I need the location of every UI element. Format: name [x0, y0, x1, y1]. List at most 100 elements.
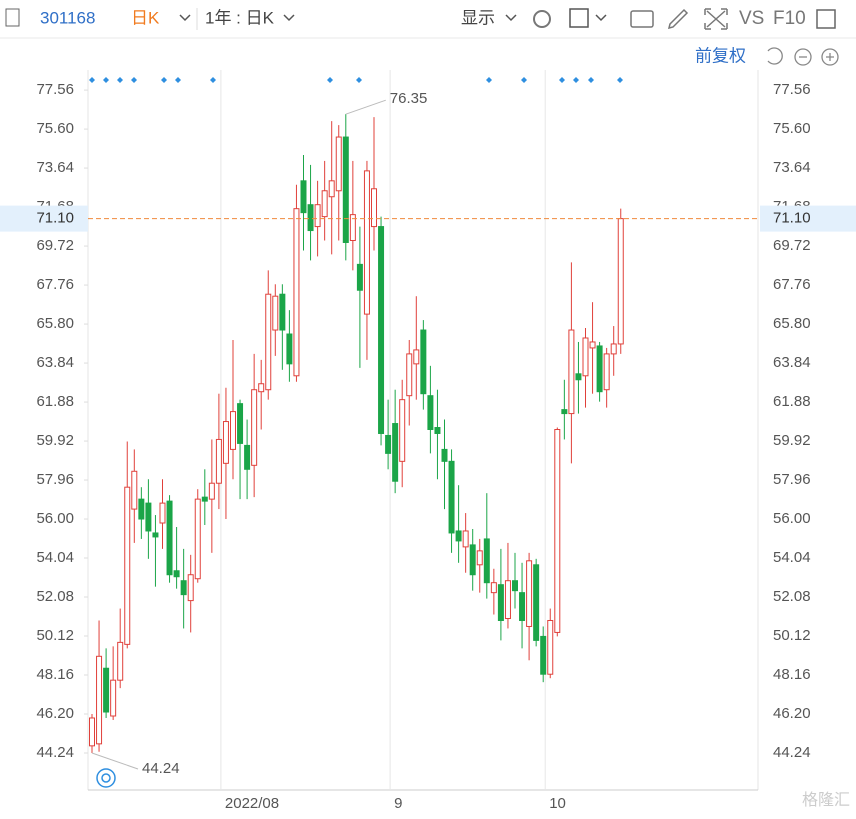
last-price-label: 71.10: [36, 210, 74, 227]
y-tick-label: 46.20: [773, 705, 811, 722]
event-marker: [89, 77, 95, 83]
candle-body: [363, 170, 370, 315]
candle-body: [497, 584, 504, 621]
y-tick-label: 54.04: [36, 549, 74, 566]
y-tick-label: 75.60: [36, 120, 74, 137]
candle-body: [371, 188, 377, 228]
zoom-out-icon[interactable]: [794, 48, 812, 66]
y-tick-label: 67.76: [773, 276, 811, 293]
y-tick-label: 57.96: [773, 471, 811, 488]
candle-body: [596, 345, 603, 393]
max-label: 76.35: [390, 90, 428, 107]
candle-body: [420, 329, 427, 395]
candle-body: [300, 180, 307, 214]
candle-body: [582, 337, 589, 377]
candle-body: [103, 667, 110, 713]
candle-body: [251, 389, 258, 466]
candle-body: [328, 180, 335, 198]
candle-body: [512, 580, 518, 592]
candle-body: [145, 502, 152, 532]
event-marker: [131, 77, 137, 83]
adjust-mode[interactable]: 前复权: [695, 46, 746, 65]
candle-body: [201, 496, 208, 502]
min-label: 44.24: [142, 760, 180, 777]
candle-body: [222, 421, 229, 464]
y-tick-label: 69.72: [36, 237, 74, 254]
y-tick-label: 54.04: [773, 549, 811, 566]
candle-body: [314, 204, 321, 228]
candle-body: [519, 592, 526, 621]
candle-body: [321, 190, 328, 218]
event-marker: [327, 77, 333, 83]
display[interactable]: 显示: [461, 8, 495, 27]
candle-body: [173, 570, 180, 578]
candle-body: [483, 538, 490, 584]
y-tick-label: 44.24: [773, 744, 811, 761]
draw-icon[interactable]: [667, 8, 689, 30]
f10-button[interactable]: F10: [773, 8, 806, 29]
camera-icon[interactable]: [630, 10, 654, 28]
candle-body: [138, 498, 145, 520]
candle-body: [159, 502, 166, 524]
dropdown-icon[interactable]: [505, 14, 517, 22]
event-marker: [588, 77, 594, 83]
vs-button[interactable]: VS: [739, 8, 764, 29]
candle-body: [279, 293, 286, 331]
y-tick-label: 57.96: [36, 471, 74, 488]
dropdown-icon[interactable]: [595, 14, 607, 22]
checkbox[interactable]: [569, 8, 589, 28]
event-marker: [617, 77, 623, 83]
candle-body: [526, 560, 533, 627]
fullscreen-icon[interactable]: [704, 8, 728, 30]
y-tick-label: 56.00: [773, 510, 811, 527]
candle-body: [180, 580, 187, 596]
event-marker: [175, 77, 181, 83]
candle-body: [237, 403, 244, 444]
candle-body: [490, 582, 497, 594]
panel-icon[interactable]: [816, 9, 836, 29]
y-tick-label: 50.12: [36, 627, 74, 644]
y-tick-label: 52.08: [773, 588, 811, 605]
candle-body: [469, 544, 476, 576]
y-tick-label: 52.08: [36, 588, 74, 605]
event-marker: [117, 77, 123, 83]
candle-body: [166, 500, 173, 576]
dropdown-icon[interactable]: [179, 14, 191, 22]
y-tick-label: 67.76: [36, 276, 74, 293]
event-marker: [573, 77, 579, 83]
range[interactable]: 1年 : 日K: [205, 8, 275, 27]
candle-body: [230, 411, 236, 450]
candle-body: [399, 399, 406, 462]
settings-icon[interactable]: [533, 10, 551, 28]
candle-body: [385, 434, 392, 454]
candle-body: [603, 353, 610, 391]
y-tick-label: 61.88: [773, 393, 811, 410]
last-price-label: 71.10: [773, 210, 811, 227]
stock-code[interactable]: 301168: [40, 8, 95, 27]
y-tick-label: 48.16: [36, 666, 74, 683]
candle-body: [476, 550, 483, 566]
dropdown-icon[interactable]: [283, 14, 295, 22]
period[interactable]: 日K: [131, 8, 160, 27]
x-tick-label: 10: [549, 795, 566, 812]
x-tick-label: 9: [394, 795, 402, 812]
max-leader: [345, 99, 386, 115]
candle-body: [504, 580, 511, 620]
candle-body: [406, 353, 413, 397]
candle-body: [575, 373, 582, 381]
x-tick-label: 2022/08: [225, 795, 279, 812]
y-tick-label: 73.64: [36, 159, 74, 176]
panel-icon[interactable]: [5, 8, 20, 27]
candle-body: [561, 409, 568, 415]
event-marker: [356, 77, 362, 83]
undo-icon[interactable]: [767, 47, 783, 65]
event-icon[interactable]: [96, 768, 116, 788]
last-price-box: [0, 205, 88, 232]
zoom-in-icon[interactable]: [821, 48, 839, 66]
event-marker: [521, 77, 527, 83]
candle-body: [427, 395, 434, 431]
candle-body: [554, 429, 561, 633]
y-tick-label: 63.84: [773, 354, 811, 371]
